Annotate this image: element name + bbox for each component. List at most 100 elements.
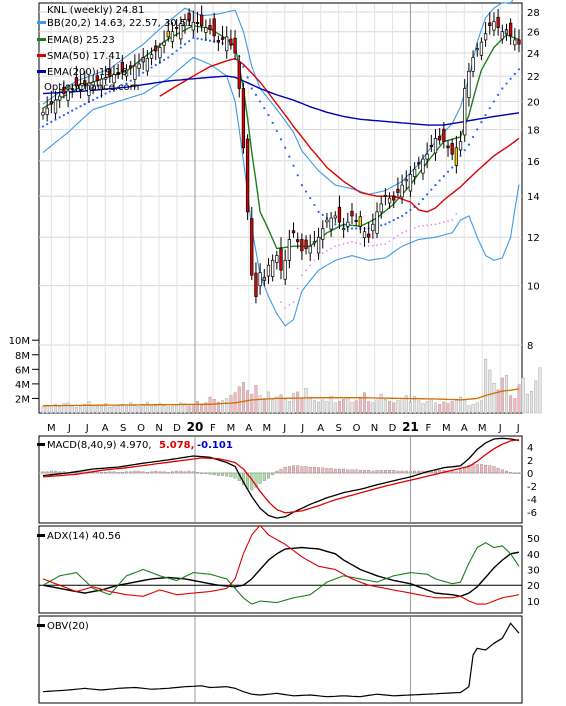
volume-bar [120, 404, 124, 414]
volume-bar [538, 367, 542, 414]
bollinger-middle-dot [355, 227, 358, 230]
candle-body [312, 241, 317, 244]
volume-bar [204, 402, 208, 414]
bollinger-middle-dot [313, 203, 316, 207]
volume-bar [525, 393, 529, 414]
macd-histogram-bar [388, 470, 392, 474]
macd-signal-label: 5.078, [159, 440, 194, 451]
volume-bar [133, 405, 137, 414]
bollinger-middle-dot [175, 49, 178, 52]
volume-bar [266, 391, 270, 414]
volume-bar [166, 406, 170, 414]
macd-histogram-bar [187, 470, 191, 474]
x-tick-label: N [155, 423, 162, 434]
trend-dot [438, 222, 441, 225]
candle-body [103, 77, 108, 80]
macd-histogram-bar [154, 470, 158, 474]
x-tick-label: S [120, 423, 126, 434]
macd-histogram-bar [475, 464, 479, 474]
volume-bar [141, 404, 145, 414]
volume-bar [492, 382, 496, 414]
price-y-tick-label: 18 [527, 125, 540, 136]
candle-body [162, 41, 166, 46]
obv-panel [42, 622, 520, 698]
macd-histogram-bar [125, 471, 128, 474]
macd-histogram-bar [216, 472, 220, 476]
price-y-tick-label: 20 [527, 97, 540, 108]
macd-histogram-bar [342, 468, 346, 474]
trend-dot [300, 274, 303, 277]
macd-histogram-bar [145, 472, 149, 474]
macd-histogram-bar [183, 471, 187, 474]
candle-body [200, 14, 204, 26]
x-tick-label: J [300, 423, 304, 434]
candle-body [291, 230, 296, 234]
candle-body [417, 162, 421, 165]
volume-bar [421, 403, 425, 414]
macd-histogram-bar [312, 466, 316, 474]
volume-bar [183, 403, 187, 414]
macd-histogram-bar [221, 472, 224, 476]
volume-bar [333, 402, 337, 414]
candle-body [438, 135, 442, 141]
volume-bar [321, 399, 325, 414]
volume-bar [471, 404, 475, 414]
bollinger-middle-dot [476, 128, 479, 131]
candle-body [325, 219, 329, 223]
x-tick-label: O [137, 423, 145, 434]
bollinger-middle-dot [167, 56, 170, 59]
volume-bar [413, 396, 417, 414]
candle-body [49, 101, 53, 105]
candle-body [191, 21, 195, 31]
volume-bar [225, 398, 229, 414]
bollinger-middle-dot [71, 109, 74, 112]
bollinger-middle-dot [288, 155, 291, 158]
macd-histogram-bar [108, 471, 112, 474]
bollinger-middle-dot [400, 214, 404, 218]
price-y-tick-label: 22 [527, 72, 540, 83]
trend-dot [346, 241, 349, 244]
bollinger-middle-dot [179, 46, 182, 49]
macd-histogram-bar [367, 470, 371, 474]
volume-bar [95, 406, 99, 414]
volume-bar [408, 401, 412, 414]
bollinger-middle-dot [125, 82, 128, 85]
legend-swatch-ema8 [37, 38, 46, 41]
candle-body [78, 84, 83, 91]
candle-body [45, 107, 49, 115]
macd-histogram-bar [54, 470, 57, 474]
macd-histogram-bar [379, 470, 383, 474]
candle-body [124, 69, 129, 77]
volume-bar [237, 386, 241, 414]
candle-body [479, 41, 484, 56]
candle-body [166, 30, 170, 38]
x-tick-label: M [478, 423, 487, 434]
macd-histogram-bar [292, 465, 295, 474]
macd-histogram-bar [500, 469, 504, 474]
bollinger-middle-dot [513, 72, 516, 76]
candle-body [471, 57, 475, 72]
bollinger-middle-dot [192, 36, 195, 40]
candle-body [350, 210, 354, 217]
volume-bar [162, 405, 166, 414]
candle-body [404, 179, 408, 182]
bollinger-middle-dot [58, 116, 61, 119]
candle-body [333, 215, 337, 219]
candle-body [304, 239, 308, 249]
macd-histogram-bar [513, 472, 517, 474]
volume-bar [396, 400, 400, 414]
macd-legend: MACD(8,40,9) 4.970, 5.078, -0.101 [37, 440, 233, 451]
candle-body [108, 68, 112, 77]
macd-y-tick-label: 2 [527, 456, 533, 467]
volume-bar [383, 398, 387, 414]
bollinger-middle-dot [142, 71, 145, 74]
bollinger-middle-dot [83, 103, 86, 106]
x-tick-label: D [173, 423, 181, 434]
candle-body [296, 239, 300, 243]
bollinger-middle-dot [501, 87, 504, 90]
macd-panel-frame [38, 435, 523, 524]
bollinger-middle-dot [430, 188, 433, 191]
candle-body [149, 54, 154, 59]
legend-swatch-bb [37, 21, 46, 24]
candle-body [183, 19, 187, 27]
